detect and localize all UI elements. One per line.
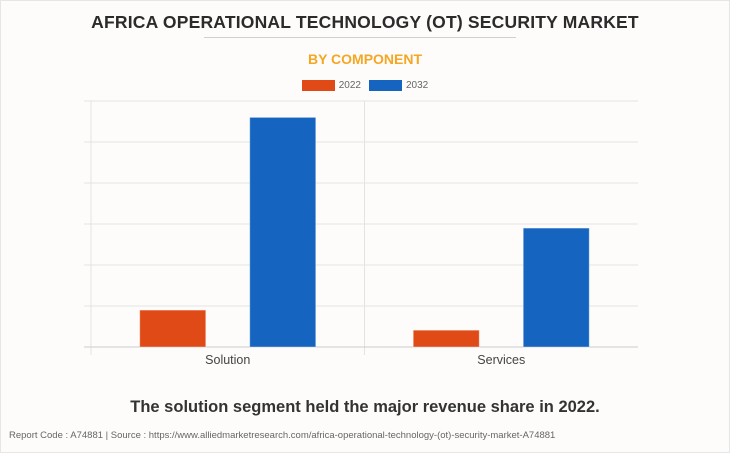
bar-services-2032 <box>522 227 590 348</box>
legend-swatch-2032 <box>369 80 402 91</box>
legend-label-2022: 2022 <box>338 80 361 91</box>
chart-subtitle: BY COMPONENT <box>307 51 423 67</box>
bar-services-2022 <box>412 329 480 348</box>
bar-solution-2032 <box>249 116 317 348</box>
x-tick-label-services: Services <box>477 353 525 367</box>
legend: 2022 2032 <box>0 80 730 91</box>
x-tick-label-solution: Solution <box>205 353 250 367</box>
legend-label-2032: 2032 <box>406 80 429 91</box>
legend-item-2022[interactable]: 2022 <box>301 80 361 91</box>
chart-caption: The solution segment held the major reve… <box>130 398 600 416</box>
bar-solution-2022 <box>139 309 207 348</box>
chart-title: AFRICA OPERATIONAL TECHNOLOGY (OT) SECUR… <box>91 12 639 32</box>
source-line: Report Code : A74881 | Source : https://… <box>9 430 556 441</box>
title-divider <box>204 37 516 38</box>
legend-swatch-2022 <box>301 80 335 91</box>
legend-item-2032[interactable]: 2032 <box>369 80 428 91</box>
